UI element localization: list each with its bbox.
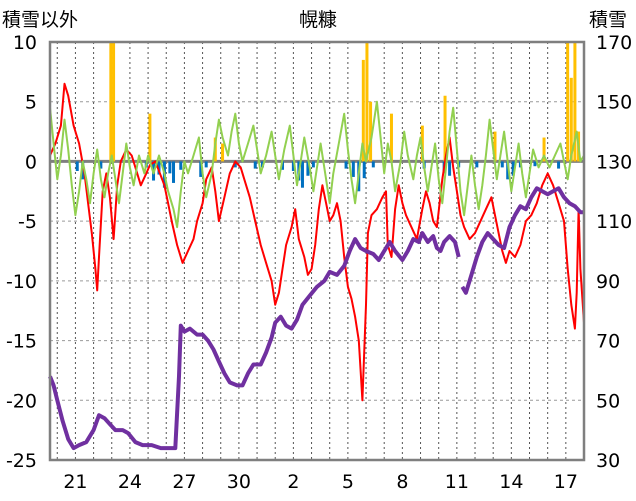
bar-mark — [542, 137, 546, 162]
bar-mark — [511, 161, 515, 176]
x-tick-label: 30 — [227, 471, 251, 493]
series-line — [48, 231, 461, 451]
bar-mark — [199, 161, 203, 177]
left-axis-ticks: 10 5 0 -5 -10 -15 -20 -25 — [6, 32, 37, 472]
bar-mark — [157, 161, 161, 175]
bar-mark — [420, 125, 424, 162]
right-tick-label: 50 — [596, 390, 620, 412]
left-tick-label: -5 — [18, 211, 37, 233]
bar-mark — [566, 42, 570, 162]
bar-mark — [99, 161, 103, 169]
left-tick-label: -10 — [6, 271, 37, 293]
bar-mark — [280, 161, 284, 170]
bar-mark — [344, 161, 348, 169]
bar-mark — [300, 161, 304, 188]
bar-mark — [306, 161, 310, 176]
x-tick-label: 11 — [445, 471, 469, 493]
bar-mark — [221, 143, 225, 162]
bar-mark — [253, 161, 257, 169]
x-tick-label: 14 — [499, 471, 523, 493]
bar-mark — [493, 131, 497, 162]
bar-mark — [533, 161, 537, 167]
bar-mark — [500, 161, 504, 168]
line-series — [48, 82, 585, 451]
bar-mark — [148, 113, 152, 162]
bar-mark — [573, 42, 577, 162]
right-axis-label: 積雪 — [589, 9, 627, 31]
left-tick-label: 10 — [13, 32, 37, 54]
bar-mark — [443, 95, 447, 162]
bar-mark — [112, 42, 116, 162]
right-tick-label: 30 — [596, 450, 620, 472]
x-tick-label: 8 — [396, 471, 408, 493]
x-axis-ticks: 21 24 27 30 2 5 8 11 14 17 — [63, 471, 578, 493]
bar-mark — [369, 101, 373, 162]
bar-mark — [204, 161, 208, 168]
bar-mark — [506, 161, 510, 180]
x-tick-label: 5 — [342, 471, 354, 493]
right-tick-label: 70 — [596, 331, 620, 353]
bar-mark — [109, 42, 113, 162]
left-tick-label: -20 — [6, 390, 37, 412]
right-tick-label: 130 — [596, 151, 632, 173]
bar-mark — [81, 161, 85, 180]
right-axis-ticks: 170 150 130 110 90 70 50 30 — [596, 32, 632, 472]
bar-mark — [389, 113, 393, 162]
x-tick-label: 17 — [554, 471, 578, 493]
bar-mark — [475, 161, 479, 168]
bar-mark — [569, 77, 573, 162]
series-line — [49, 100, 585, 229]
right-tick-label: 150 — [596, 92, 632, 114]
bar-mark — [365, 42, 369, 162]
bar-mark — [351, 161, 355, 177]
bar-mark — [311, 161, 315, 168]
left-tick-label: 0 — [25, 151, 37, 173]
left-axis-label: 積雪以外 — [2, 9, 78, 31]
bar-mark — [172, 161, 176, 183]
right-tick-label: 170 — [596, 32, 632, 54]
bar-mark — [233, 161, 237, 168]
bar-mark — [179, 161, 183, 170]
plot-frame — [48, 40, 586, 462]
series-line — [460, 186, 584, 295]
left-tick-label: -15 — [6, 331, 37, 353]
x-tick-label: 21 — [63, 471, 87, 493]
bar-mark — [168, 161, 172, 174]
bar-mark — [557, 161, 561, 169]
chart-title: 幌糠 — [299, 8, 337, 31]
left-tick-label: -25 — [6, 450, 37, 472]
series-line — [49, 82, 585, 402]
bar-mark — [361, 59, 365, 162]
x-tick-label: 24 — [118, 471, 142, 493]
bar-mark — [75, 161, 79, 171]
bar-mark — [371, 161, 375, 168]
right-tick-label: 90 — [596, 271, 620, 293]
bar-mark — [291, 161, 295, 171]
bar-mark — [448, 161, 452, 176]
right-tick-label: 110 — [596, 211, 632, 233]
bar-mark — [362, 161, 366, 179]
x-tick-label: 2 — [287, 471, 299, 493]
left-tick-label: 5 — [25, 92, 37, 114]
x-tick-label: 27 — [172, 471, 196, 493]
